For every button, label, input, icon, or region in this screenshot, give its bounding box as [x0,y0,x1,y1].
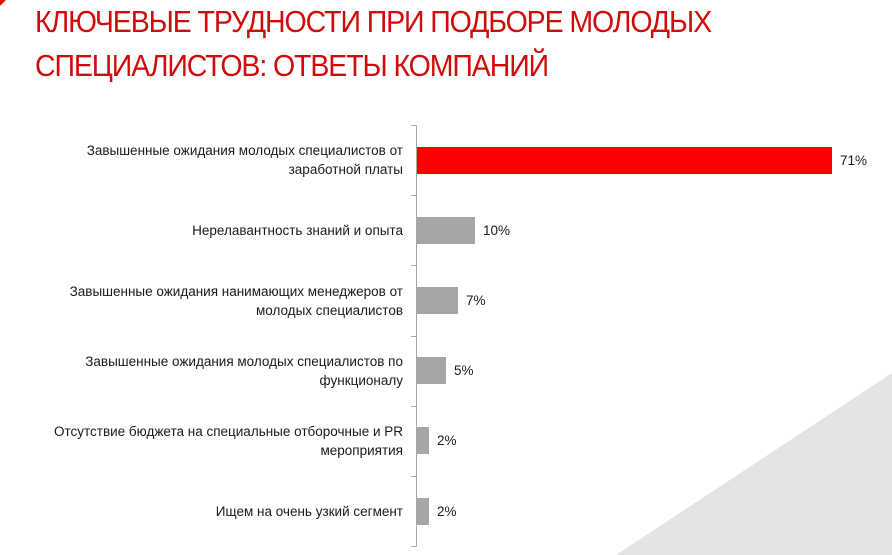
bar [417,357,446,384]
category-label: Нерелавантность знаний и опыта [3,221,403,240]
category-label-line: функционалу [319,373,403,388]
axis-tick [411,336,417,337]
axis-tick [411,195,417,196]
category-label-line: заработной платы [288,162,403,177]
value-label: 2% [437,504,457,519]
axis-tick [411,546,417,547]
category-label-line: Завышенные ожидания нанимающих менеджеро… [69,284,403,299]
category-axis [416,125,417,546]
category-label-line: Ищем на очень узкий сегмент [215,504,403,519]
slide-title-line-2: СПЕЦИАЛИСТОВ: ОТВЕТЫ КОМПАНИЙ [35,48,549,83]
axis-tick [411,265,417,266]
category-label-line: Завышенные ожидания молодых специалистов… [86,143,403,158]
value-label: 7% [466,293,486,308]
value-label: 71% [840,153,868,168]
corner-accent-mark [0,0,6,6]
bar [417,287,458,314]
category-label-line: Завышенные ожидания молодых специалистов… [85,354,403,369]
axis-tick [411,476,417,477]
category-label: Завышенные ожидания молодых специалистов… [3,352,403,390]
category-label: Завышенные ожидания нанимающих менеджеро… [3,282,403,320]
bar [417,427,429,454]
category-label: Ищем на очень узкий сегмент [3,502,403,521]
value-label: 2% [437,433,457,448]
category-label-line: молодых специалистов [255,303,403,318]
axis-tick [411,406,417,407]
category-label-line: Отсутствие бюджета на специальные отборо… [53,424,403,439]
slide-title: КЛЮЧЕВЫЕ ТРУДНОСТИ ПРИ ПОДБОРЕ МОЛОДЫХ С… [35,0,817,88]
category-label: Отсутствие бюджета на специальные отборо… [3,422,403,460]
axis-tick [411,125,417,126]
category-label-line: мероприятия [320,443,403,458]
value-label: 10% [483,223,511,238]
bar-highlighted [417,147,832,174]
category-label: Завышенные ожидания молодых специалистов… [3,141,403,179]
bar [417,217,475,244]
bar [417,498,429,525]
value-label: 5% [454,363,474,378]
category-label-line: Нерелавантность знаний и опыта [192,223,403,238]
slide-title-line-1: КЛЮЧЕВЫЕ ТРУДНОСТИ ПРИ ПОДБОРЕ МОЛОДЫХ [35,4,712,39]
